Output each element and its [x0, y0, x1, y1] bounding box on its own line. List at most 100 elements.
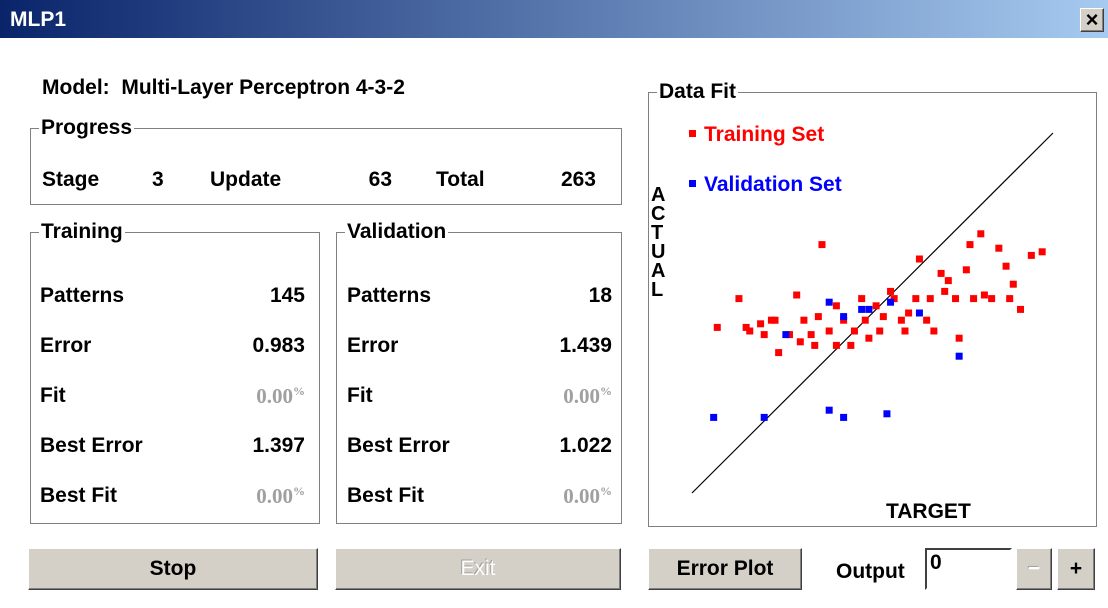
group-label: Data Fit: [657, 80, 739, 104]
group-label: Training: [39, 220, 125, 244]
plus-button[interactable]: +: [1057, 548, 1095, 590]
point: [912, 295, 920, 303]
model-name: Multi-Layer Perceptron 4-3-2: [121, 76, 405, 99]
point: [962, 266, 970, 274]
value: 3: [152, 168, 164, 191]
point: [865, 305, 873, 313]
error-plot-button[interactable]: Error Plot: [648, 548, 802, 590]
row-label: Fit: [347, 384, 373, 407]
row-value: 0.983: [252, 334, 305, 357]
unit: %: [293, 484, 305, 498]
point: [970, 295, 978, 303]
point: [952, 295, 960, 303]
point: [800, 316, 808, 324]
progress-group: Progress: [30, 116, 622, 205]
minus-button[interactable]: −: [1016, 548, 1052, 590]
point: [746, 327, 754, 335]
point: [966, 241, 974, 249]
model: Model: Multi-Layer Perceptron 4-3-2: [42, 76, 405, 100]
point: [879, 313, 887, 321]
point: [890, 295, 898, 303]
row-value: 18: [588, 284, 612, 307]
point: [840, 316, 848, 324]
row-value: 1.022: [559, 434, 612, 457]
window-title: MLP1: [10, 8, 67, 31]
point: [785, 331, 793, 339]
row-value: 0.00%: [512, 484, 612, 509]
row-value: 0.00%: [205, 384, 305, 409]
legend-swatch: [689, 130, 696, 137]
row-value: 0.00%: [512, 384, 612, 409]
point: [980, 291, 988, 299]
point: [887, 298, 895, 306]
row-value: 1.397: [252, 434, 305, 457]
point: [876, 327, 884, 335]
row-value: 0.00%: [205, 484, 305, 509]
row-label: Fit: [40, 384, 66, 407]
point: [905, 309, 913, 317]
point: [926, 295, 934, 303]
value: 0.00: [256, 484, 293, 508]
point: [865, 334, 873, 342]
point: [825, 327, 833, 335]
group-label: Validation: [345, 220, 449, 244]
point: [858, 305, 866, 313]
point: [847, 341, 855, 349]
output-label: Output: [836, 560, 905, 583]
point: [757, 320, 765, 328]
point: [988, 295, 996, 303]
row-label: Best Fit: [347, 484, 425, 507]
point: [775, 349, 783, 357]
point: [825, 406, 833, 414]
point: [937, 269, 945, 277]
fit-line: [691, 132, 1054, 494]
point: [814, 313, 822, 321]
training-group: Training: [30, 220, 320, 524]
x-axis-label: TARGET: [886, 500, 971, 523]
row-value: 145: [269, 284, 305, 307]
exit-button[interactable]: Exit: [335, 548, 621, 590]
point: [977, 230, 985, 238]
point: [735, 295, 743, 303]
point: [1027, 251, 1035, 259]
row-label: Best Error: [347, 434, 450, 457]
row-label: Patterns: [347, 284, 432, 307]
point: [713, 323, 721, 331]
output-input[interactable]: 0: [925, 548, 1012, 590]
unit: %: [600, 484, 612, 498]
row-label: Best Fit: [40, 484, 118, 507]
close-button[interactable]: ×: [1080, 7, 1104, 32]
point: [858, 295, 866, 303]
row-label: Error: [40, 334, 92, 357]
point: [793, 291, 801, 299]
point: [840, 313, 848, 321]
point: [1038, 248, 1046, 256]
stop-button[interactable]: Stop: [28, 548, 318, 590]
label: Total: [436, 168, 485, 191]
point: [760, 413, 768, 421]
row-label: Patterns: [40, 284, 125, 307]
unit: %: [293, 384, 305, 398]
value: 63: [368, 168, 392, 191]
point: [818, 241, 826, 249]
point: [807, 331, 815, 339]
point: [760, 331, 768, 339]
point: [930, 327, 938, 335]
point: [955, 352, 963, 360]
point: [850, 327, 858, 335]
point: [1009, 280, 1017, 288]
validation-group: Validation: [336, 220, 622, 524]
point: [832, 302, 840, 310]
point: [915, 255, 923, 263]
point: [1006, 295, 1014, 303]
value: 0.00: [256, 384, 293, 408]
point: [901, 327, 909, 335]
label: Stage: [42, 168, 100, 191]
point: [897, 316, 905, 324]
point: [840, 413, 848, 421]
row-label: Error: [347, 334, 399, 357]
point: [1017, 305, 1025, 313]
point: [771, 316, 779, 324]
point: [796, 338, 804, 346]
